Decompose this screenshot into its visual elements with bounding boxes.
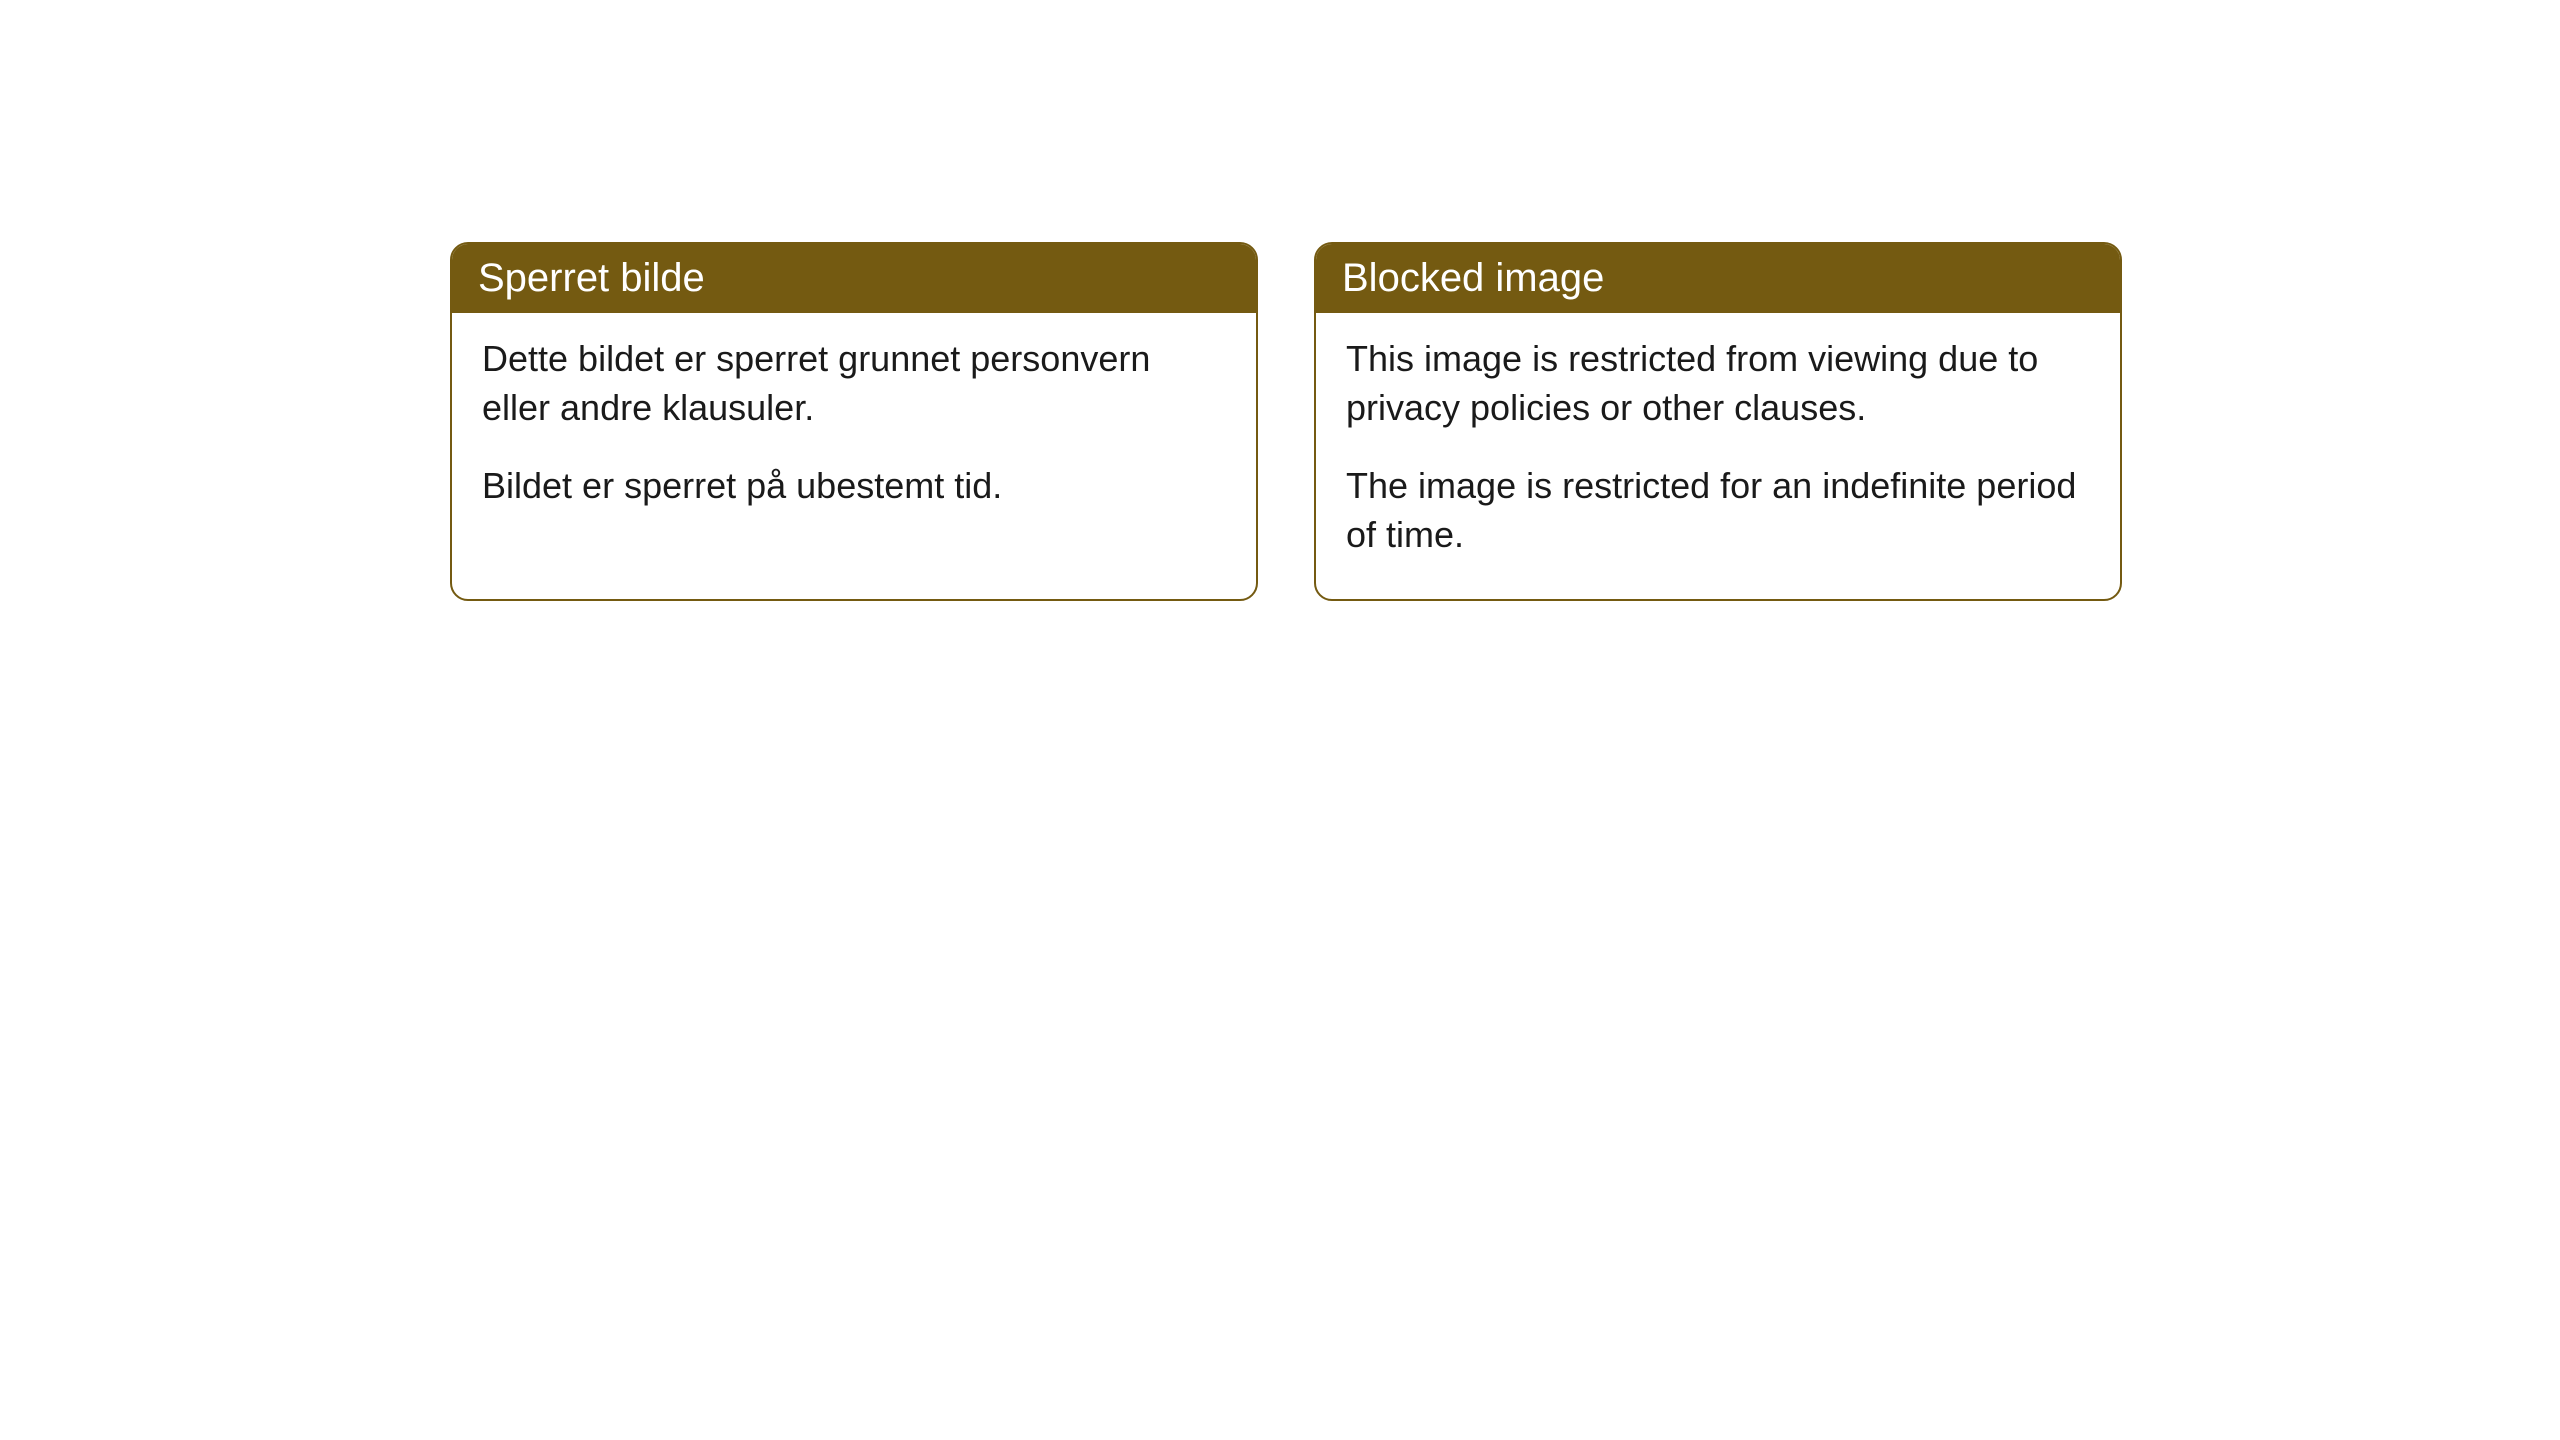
notice-container: Sperret bilde Dette bildet er sperret gr… <box>0 0 2560 601</box>
card-header: Blocked image <box>1316 244 2120 313</box>
blocked-image-card-norwegian: Sperret bilde Dette bildet er sperret gr… <box>450 242 1258 601</box>
card-body: This image is restricted from viewing du… <box>1316 313 2120 599</box>
blocked-image-card-english: Blocked image This image is restricted f… <box>1314 242 2122 601</box>
card-header: Sperret bilde <box>452 244 1256 313</box>
card-paragraph: Dette bildet er sperret grunnet personve… <box>482 335 1226 432</box>
card-body: Dette bildet er sperret grunnet personve… <box>452 313 1256 551</box>
card-title: Blocked image <box>1342 256 1604 300</box>
card-paragraph: Bildet er sperret på ubestemt tid. <box>482 462 1226 511</box>
card-paragraph: This image is restricted from viewing du… <box>1346 335 2090 432</box>
card-paragraph: The image is restricted for an indefinit… <box>1346 462 2090 559</box>
card-title: Sperret bilde <box>478 256 705 300</box>
